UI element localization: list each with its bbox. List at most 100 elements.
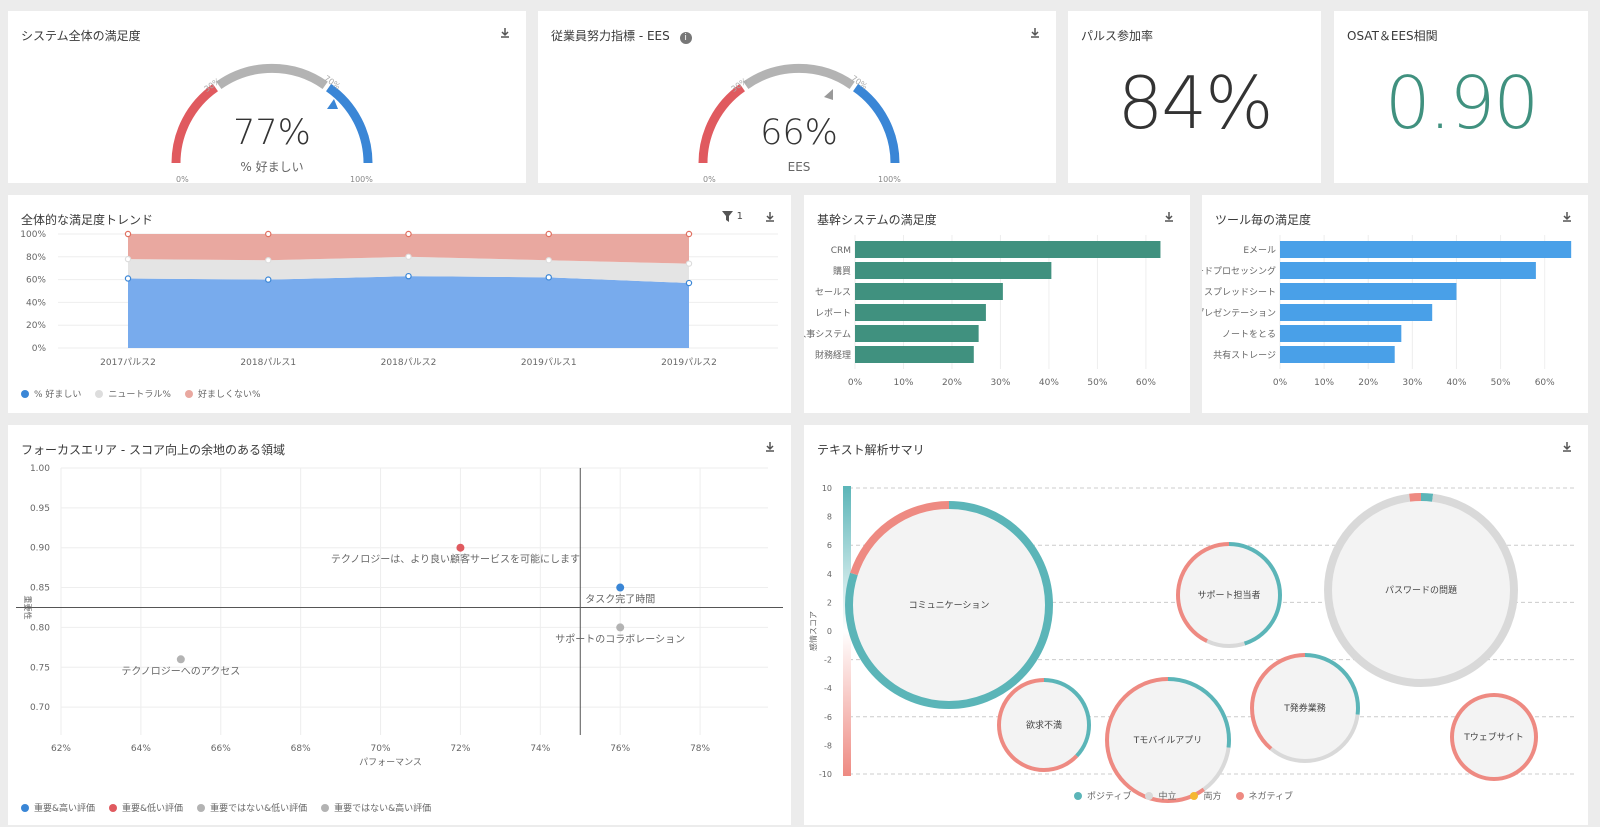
x-tick-label: 66% — [211, 744, 231, 754]
filter-button[interactable]: 1 — [721, 211, 743, 222]
category-label: ワードプロセッシング — [1202, 265, 1276, 277]
card-title: 基幹システムの満足度 — [817, 213, 937, 227]
filter-count: 1 — [736, 211, 743, 222]
legend-swatch — [1235, 791, 1244, 800]
y-tick-label: 40% — [26, 298, 46, 308]
data-point — [124, 275, 132, 282]
data-point — [616, 583, 625, 592]
legend-item[interactable]: 重要ではない&高い評価 — [321, 801, 431, 814]
data-point — [545, 274, 552, 281]
info-icon[interactable]: i — [679, 32, 692, 44]
bubble-ring-segment — [1176, 542, 1282, 648]
legend-item[interactable]: ネガティブ — [1235, 789, 1293, 802]
legend-swatch — [1190, 791, 1199, 800]
x-tick-label: 72% — [450, 744, 470, 754]
text-bubble-chart: 10 8 6 4 2 0 -2 -4 -6 -8 -10 感情スコア コミュニケーション サポート担当者 パ… — [808, 484, 1574, 803]
bubble — [1107, 679, 1229, 801]
data-point — [685, 260, 693, 267]
tool-chart: 0% 10% 20% 30% 40% 50% 60% Eメールワードプロセッシングスプレッドシ… — [1202, 235, 1572, 388]
legend-item[interactable]: 重要&低い評価 — [109, 801, 183, 814]
download-icon[interactable] — [1028, 26, 1042, 40]
y-tick-label: 20% — [26, 321, 46, 331]
y-tick-label: 0.70 — [30, 703, 50, 713]
legend-item[interactable]: ポジティブ — [1074, 789, 1131, 802]
download-icon[interactable] — [498, 26, 512, 40]
x-tick-label: 10% — [893, 378, 913, 388]
bubble-ring-segment — [1105, 677, 1231, 803]
ees-gauge: 30% 70% 0% 100% 66% EES — [698, 63, 901, 183]
download-icon[interactable] — [763, 210, 777, 224]
y-tick-label: 0.90 — [30, 544, 50, 554]
data-point — [124, 230, 132, 238]
y-axis-title: 感情スコア — [808, 611, 818, 651]
download-icon[interactable] — [763, 440, 777, 454]
bar — [1280, 262, 1536, 279]
legend-item[interactable]: ニュートラル% — [95, 387, 171, 400]
bar — [1280, 346, 1395, 363]
y-tick-label: 8 — [827, 513, 832, 522]
legend-swatch — [21, 803, 29, 812]
bar — [855, 262, 1052, 279]
bubble-label: 欲求不満 — [1026, 719, 1062, 731]
data-point — [265, 276, 272, 283]
bubble-label: T発券業務 — [1283, 702, 1326, 714]
legend-swatch — [184, 389, 193, 398]
legend-item[interactable]: 好ましくない% — [184, 387, 261, 400]
point-label: テクノロジーへのアクセス — [121, 665, 240, 677]
x-tick-label: 2019パルス1 — [521, 357, 577, 368]
legend-label: 重要ではない&高い評価 — [334, 804, 432, 814]
pulse-card: パルス参加率 84% — [1068, 11, 1321, 183]
y-tick-label: 0.85 — [30, 584, 50, 594]
bubble-label: Tウェブサイト — [1463, 731, 1524, 743]
gauge-red-arc — [171, 83, 219, 164]
legend-swatch — [95, 389, 104, 398]
bubble — [1452, 695, 1536, 779]
x-tick-label: 76% — [610, 744, 630, 754]
category-label: レポート — [815, 308, 851, 319]
legend-item[interactable]: 両方 — [1190, 789, 1222, 802]
y-tick-label: 0.75 — [30, 663, 50, 673]
card-title: 従業員努力指標 - EES i — [551, 27, 692, 44]
bubble-ring-segment — [845, 501, 1053, 709]
trend-chart: 0% 20% 40% 60% 80% 100% 2017パルス2 2018パルス1 2018パル… — [20, 230, 778, 368]
legend-item[interactable]: 重要&高い評価 — [21, 801, 95, 814]
download-icon[interactable] — [1162, 210, 1176, 224]
filter-icon — [721, 211, 733, 222]
x-tick-label: 30% — [990, 378, 1010, 388]
category-label: プレゼンテーション — [1202, 307, 1276, 319]
gauge-label: % 好ましい — [240, 160, 303, 174]
gauge-tick-100: 100% — [878, 175, 901, 183]
legend-label: 両方 — [1203, 792, 1222, 802]
x-tick-label: 74% — [530, 744, 550, 754]
download-icon[interactable] — [1560, 210, 1574, 224]
legend-label: 重要ではない&低い評価 — [210, 804, 308, 814]
data-point — [265, 230, 272, 238]
gauge-grey-arc — [743, 63, 855, 90]
y-tick-label: 2 — [827, 598, 832, 607]
x-tick-label: 62% — [51, 744, 71, 754]
legend-label: ネガティブ — [1248, 792, 1293, 802]
x-tick-label: 20% — [1358, 378, 1378, 388]
x-axis-title: パフォーマンス — [359, 757, 422, 768]
legend-item[interactable]: 中立 — [1145, 789, 1176, 802]
tool-card: ツール毎の満足度 0% 10% 20% 30% 40% 50% 60% Eメールワードプロセッ… — [1202, 195, 1588, 413]
correlation-value: 0.90 — [1384, 61, 1539, 145]
gauge-blue-arc — [325, 83, 373, 164]
bar — [1280, 325, 1402, 342]
x-tick-label: 64% — [131, 744, 151, 754]
legend-label: 重要&低い評価 — [122, 804, 184, 814]
card-title: パルス参加率 — [1081, 29, 1154, 43]
legend-item[interactable]: 重要ではない&低い評価 — [197, 801, 307, 814]
x-tick-label: 60% — [1136, 378, 1156, 388]
download-icon[interactable] — [1560, 440, 1574, 454]
gauge-value: 66% — [760, 113, 838, 153]
y-tick-label: -8 — [824, 741, 832, 750]
gauge-blue-arc — [852, 83, 900, 164]
bubble-ring-segment — [1324, 493, 1518, 687]
legend-swatch — [321, 803, 330, 812]
correlation-card: OSAT＆EES相関 0.90 — [1334, 11, 1588, 183]
x-tick-label: 40% — [1446, 378, 1466, 388]
legend-item[interactable]: % 好ましい — [21, 387, 81, 400]
category-label: 共有ストレージ — [1213, 349, 1276, 361]
card-title: システム全体の満足度 — [21, 29, 141, 43]
